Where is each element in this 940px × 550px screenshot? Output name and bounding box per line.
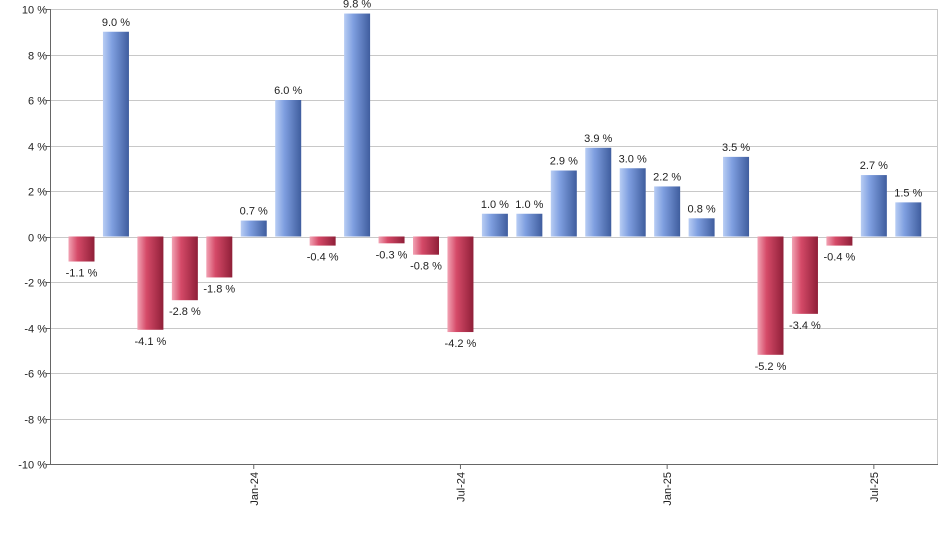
data-label: -1.1 % xyxy=(66,268,98,280)
data-labels: -1.1 % 9.0 % -4.1 % -2.8 %-1.8 % 0.7 % 6.0 % -… xyxy=(66,0,923,373)
data-label: 2.7 % xyxy=(860,160,888,172)
data-label: 9.8 % xyxy=(343,0,371,11)
data-label: -0.4 % xyxy=(824,252,856,264)
data-label: -5.2 % xyxy=(755,361,787,373)
bar xyxy=(206,236,233,278)
bar xyxy=(240,220,267,237)
bar xyxy=(275,100,302,237)
data-label: 1.0 % xyxy=(515,199,543,211)
bar xyxy=(688,218,715,237)
x-tick-label: Jan-24 xyxy=(249,472,261,506)
y-tick-label: 4 % xyxy=(28,142,47,154)
bar xyxy=(860,175,887,237)
bar xyxy=(137,236,164,330)
x-axis: Jan-24 Jul-24 Jan-25 Jul-25 xyxy=(50,464,938,506)
bar xyxy=(481,213,508,237)
y-tick-label: 2 % xyxy=(28,187,47,199)
data-label: -4.2 % xyxy=(445,338,477,350)
bars xyxy=(68,13,922,355)
bar xyxy=(895,202,922,237)
bar xyxy=(585,147,612,237)
data-label: -4.1 % xyxy=(135,336,167,348)
y-tick-label: 10 % xyxy=(22,5,47,17)
bar xyxy=(68,236,95,262)
bar xyxy=(309,236,336,246)
data-label: -2.8 % xyxy=(169,306,201,318)
bar xyxy=(516,213,543,237)
data-label: 0.8 % xyxy=(688,203,716,215)
data-label: 2.9 % xyxy=(550,156,578,168)
data-label: -3.4 % xyxy=(789,320,821,332)
bar xyxy=(723,156,750,237)
bar xyxy=(826,236,853,246)
bar xyxy=(102,31,129,237)
data-label: 6.0 % xyxy=(274,85,302,97)
bar xyxy=(550,170,577,237)
y-tick-label: -8 % xyxy=(24,415,47,427)
y-tick-label: 0 % xyxy=(28,233,47,245)
y-tick-label: 8 % xyxy=(28,51,47,63)
bar xyxy=(171,236,198,301)
y-tick-label: 6 % xyxy=(28,96,47,108)
data-label: -0.8 % xyxy=(410,261,442,273)
data-label: 2.2 % xyxy=(653,171,681,183)
bar xyxy=(447,236,474,333)
bar xyxy=(619,168,646,237)
bar xyxy=(378,236,405,244)
data-label: -1.8 % xyxy=(203,283,235,295)
x-tick-label: Jul-25 xyxy=(869,472,881,502)
data-label: 1.0 % xyxy=(481,199,509,211)
y-tick-label: -2 % xyxy=(24,278,47,290)
data-label: 3.9 % xyxy=(584,133,612,145)
data-label: 0.7 % xyxy=(240,206,268,218)
y-tick-label: -4 % xyxy=(24,324,47,336)
x-tick-label: Jul-24 xyxy=(455,472,467,502)
data-label: 9.0 % xyxy=(102,17,130,29)
bar xyxy=(344,13,371,237)
y-tick-label: -6 % xyxy=(24,369,47,381)
x-tick-label: Jan-25 xyxy=(662,472,674,506)
bar xyxy=(757,236,784,355)
bar xyxy=(654,186,681,237)
y-tick-label: -10 % xyxy=(18,460,47,472)
y-axis: 10 % 8 % 6 % 4 % 2 % 0 % -2 % -4 % -6 % -8 % -10 % xyxy=(18,5,51,472)
data-label: 3.0 % xyxy=(619,153,647,165)
data-label: -0.4 % xyxy=(307,252,339,264)
bar xyxy=(791,236,818,314)
data-label: -0.3 % xyxy=(376,249,408,261)
bar xyxy=(413,236,439,255)
data-label: 1.5 % xyxy=(894,187,922,199)
data-label: 3.5 % xyxy=(722,142,750,154)
